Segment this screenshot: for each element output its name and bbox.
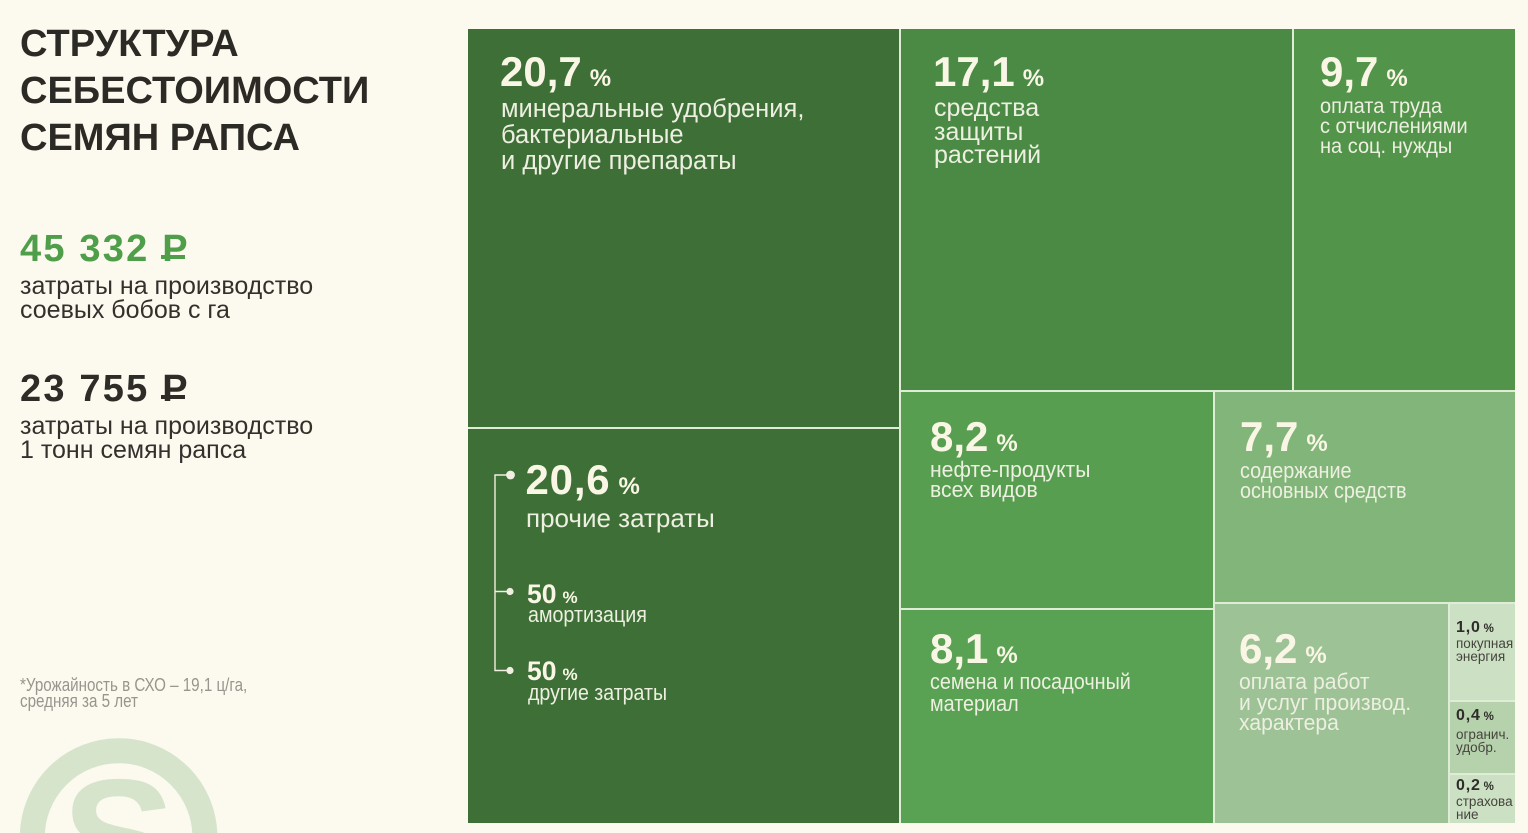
svg-text:S: S xyxy=(62,745,175,833)
